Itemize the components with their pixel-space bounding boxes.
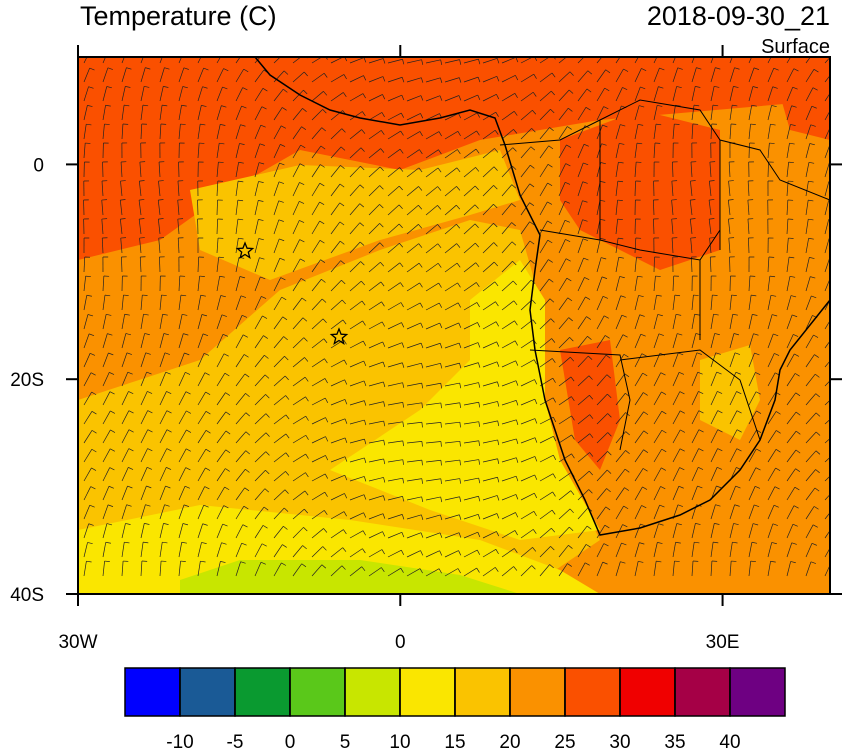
- wind-barb: [697, 49, 702, 51]
- wind-barb: [146, 49, 151, 51]
- lon-tick-label: 30W: [58, 632, 97, 653]
- wind-barb: [624, 51, 628, 54]
- colorbar-box: [455, 668, 510, 716]
- map-fill: [78, 49, 840, 594]
- wind-barb: [245, 51, 249, 54]
- colorbar-box: [345, 668, 400, 716]
- wind-barb: [832, 297, 837, 299]
- wind-barb: [834, 336, 838, 339]
- wind-barb: [835, 355, 839, 358]
- wind-barb: [835, 52, 839, 55]
- wind-barb: [836, 452, 840, 456]
- colorbar-label: 5: [340, 732, 351, 750]
- wind-barb: [834, 507, 838, 510]
- colorbar-label: 30: [609, 732, 630, 750]
- wind-barb: [225, 50, 230, 53]
- wind-barb: [716, 49, 721, 51]
- colorbar-label: 15: [444, 732, 465, 750]
- colorbar-label: 40: [719, 732, 740, 750]
- colorbar-box: [125, 668, 180, 716]
- wind-barb: [835, 375, 839, 379]
- wind-barb: [679, 49, 684, 51]
- wind-barb: [836, 395, 840, 399]
- colorbar-box: [510, 668, 565, 716]
- wind-barb: [729, 181, 734, 182]
- wind-barb: [834, 70, 838, 73]
- wind-barb: [831, 125, 836, 127]
- wind-barb: [109, 49, 114, 51]
- wind-barb: [606, 51, 610, 54]
- wind-barb: [205, 50, 210, 52]
- colorbar-label: -10: [166, 732, 193, 750]
- colorbar-box: [730, 668, 785, 716]
- title: Temperature (C): [80, 1, 277, 31]
- level-label: Surface: [761, 36, 830, 58]
- lon-tick-label: 0: [395, 632, 406, 653]
- colorbar-box: [180, 668, 235, 716]
- wind-barb: [660, 49, 665, 51]
- time-label: 2018-09-30_21: [647, 1, 830, 31]
- wind-barb: [836, 414, 840, 418]
- wind-barb: [642, 50, 647, 53]
- colorbar-label: -5: [227, 732, 244, 750]
- lon-tick-label: 30E: [706, 632, 740, 653]
- colorbar-label: 35: [664, 732, 685, 750]
- colorbar-label: 25: [554, 732, 575, 750]
- wind-barb: [836, 470, 840, 474]
- lat-tick-label: 0: [33, 155, 44, 176]
- wind-barb: [833, 88, 837, 91]
- wind-barb: [831, 277, 836, 279]
- wind-barb: [735, 49, 740, 51]
- colorbar-box: [235, 668, 290, 716]
- wind-barb: [710, 238, 715, 239]
- wind-barb: [589, 52, 593, 56]
- wind-barb: [831, 562, 836, 564]
- colorbar-box: [290, 668, 345, 716]
- wind-barb: [836, 433, 839, 437]
- colorbar-label: 0: [285, 732, 296, 750]
- wind-barb: [265, 52, 269, 55]
- colorbar-box: [620, 668, 675, 716]
- wind-barb: [832, 544, 837, 547]
- colorbar: -10 -5 0 5 10 15 20 25 30 35 40: [125, 668, 785, 750]
- colorbar-label: 20: [499, 732, 520, 750]
- wind-barb: [833, 526, 837, 529]
- wind-barb: [127, 49, 132, 51]
- wind-barb: [165, 49, 170, 51]
- wind-barb: [285, 53, 289, 57]
- map: 30W 0 30E 0 20S 40S: [10, 45, 842, 653]
- colorbar-box: [400, 668, 455, 716]
- colorbar-label: 10: [389, 732, 410, 750]
- wind-barb: [91, 50, 96, 52]
- colorbar-box: [675, 668, 730, 716]
- lat-tick-label: 40S: [10, 585, 44, 606]
- wind-barb: [835, 489, 839, 493]
- wind-barb: [833, 316, 838, 319]
- lat-tick-label: 20S: [10, 370, 44, 391]
- wind-barb: [755, 49, 760, 51]
- wind-barb: [832, 107, 837, 110]
- colorbar-box: [565, 668, 620, 716]
- wind-barb: [185, 49, 190, 51]
